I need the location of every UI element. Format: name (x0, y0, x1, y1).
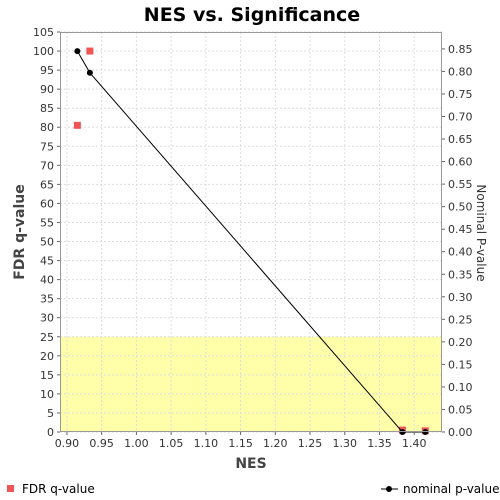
y2-tick-label: 0.75 (448, 88, 473, 101)
y2-tick-label: 0.65 (448, 133, 473, 146)
x-axis: 0.90 0.95 1.00 1.05 1.10 1.15 1.20 1.25 1.30 1.35… (55, 432, 427, 450)
legend-marker-fdr (7, 485, 14, 492)
y-axis-left: 0 5 10 15 20 25 30 35 40 45 50 55 60 65 70 75 80 85 90 95 10… (33, 26, 60, 439)
y-tick-label: 85 (40, 102, 54, 115)
plot-area (60, 31, 442, 435)
y2-tick-label: 0.80 (448, 65, 473, 78)
y2-tick-label: 0.40 (448, 246, 473, 259)
y2-tick-label: 0.85 (448, 43, 473, 56)
y2-axis-title: Nominal P-value (474, 184, 488, 281)
data-point-circle (86, 69, 93, 76)
x-tick-label: 1.15 (228, 437, 253, 450)
y-axis-title: FDR q-value (12, 184, 28, 280)
y-tick-label: 90 (40, 83, 54, 96)
x-tick-label: 1.35 (367, 437, 392, 450)
x-tick-label: 1.05 (159, 437, 184, 450)
y-tick-label: 10 (40, 388, 54, 401)
y-tick-label: 0 (47, 426, 54, 439)
y-tick-label: 70 (40, 159, 54, 172)
y2-tick-label: 0.30 (448, 291, 473, 304)
y-tick-label: 45 (40, 255, 54, 268)
y2-tick-label: 0.10 (448, 381, 473, 394)
y-tick-label: 20 (40, 350, 54, 363)
y2-tick-label: 0.00 (448, 426, 473, 439)
grid-lines (60, 31, 442, 433)
legend-marker-pvalue (386, 486, 392, 492)
y-tick-label: 65 (40, 178, 54, 191)
y-tick-label: 105 (33, 26, 54, 39)
legend-label-pvalue: nominal p-value (403, 482, 499, 496)
plot-frame (60, 32, 442, 432)
x-tick-label: 1.20 (263, 437, 288, 450)
x-tick-label: 1.40 (402, 437, 427, 450)
y-tick-label: 25 (40, 331, 54, 344)
x-axis-title: NES (235, 456, 266, 472)
x-tick-label: 0.95 (89, 437, 114, 450)
legend: FDR q-value nominal p-value (7, 482, 499, 496)
y-tick-label: 60 (40, 197, 54, 210)
y-tick-label: 100 (33, 45, 54, 58)
y-tick-label: 15 (40, 369, 54, 382)
y2-tick-label: 0.70 (448, 111, 473, 124)
y-tick-label: 95 (40, 64, 54, 77)
y-tick-label: 55 (40, 216, 54, 229)
y-tick-label: 30 (40, 312, 54, 325)
y2-tick-label: 0.35 (448, 268, 473, 281)
y-tick-label: 5 (47, 407, 54, 420)
y-tick-label: 75 (40, 140, 54, 153)
y-axis-right: 0.00 0.05 0.10 0.15 0.20 0.25 0.30 0.35 0.40 0.45… (442, 43, 473, 439)
y2-tick-label: 0.15 (448, 358, 473, 371)
y2-tick-label: 0.05 (448, 403, 473, 416)
legend-label-fdr: FDR q-value (22, 482, 95, 496)
x-tick-label: 1.25 (298, 437, 323, 450)
y2-tick-label: 0.25 (448, 313, 473, 326)
data-point-square (73, 121, 81, 129)
significance-band (60, 336, 442, 432)
data-point-circle (74, 48, 81, 55)
y-tick-label: 40 (40, 274, 54, 287)
y2-tick-label: 0.50 (448, 201, 473, 214)
y2-tick-label: 0.45 (448, 223, 473, 236)
y2-tick-label: 0.20 (448, 336, 473, 349)
chart-title: NES vs. Significance (144, 4, 360, 26)
y2-tick-label: 0.60 (448, 156, 473, 169)
x-tick-label: 1.30 (333, 437, 358, 450)
x-tick-label: 0.90 (55, 437, 80, 450)
y2-tick-label: 0.55 (448, 178, 473, 191)
y-tick-label: 35 (40, 293, 54, 306)
y-tick-label: 50 (40, 236, 54, 249)
data-point-square (86, 47, 94, 55)
y-tick-label: 80 (40, 121, 54, 134)
x-tick-label: 1.00 (124, 437, 149, 450)
x-tick-label: 1.10 (194, 437, 219, 450)
